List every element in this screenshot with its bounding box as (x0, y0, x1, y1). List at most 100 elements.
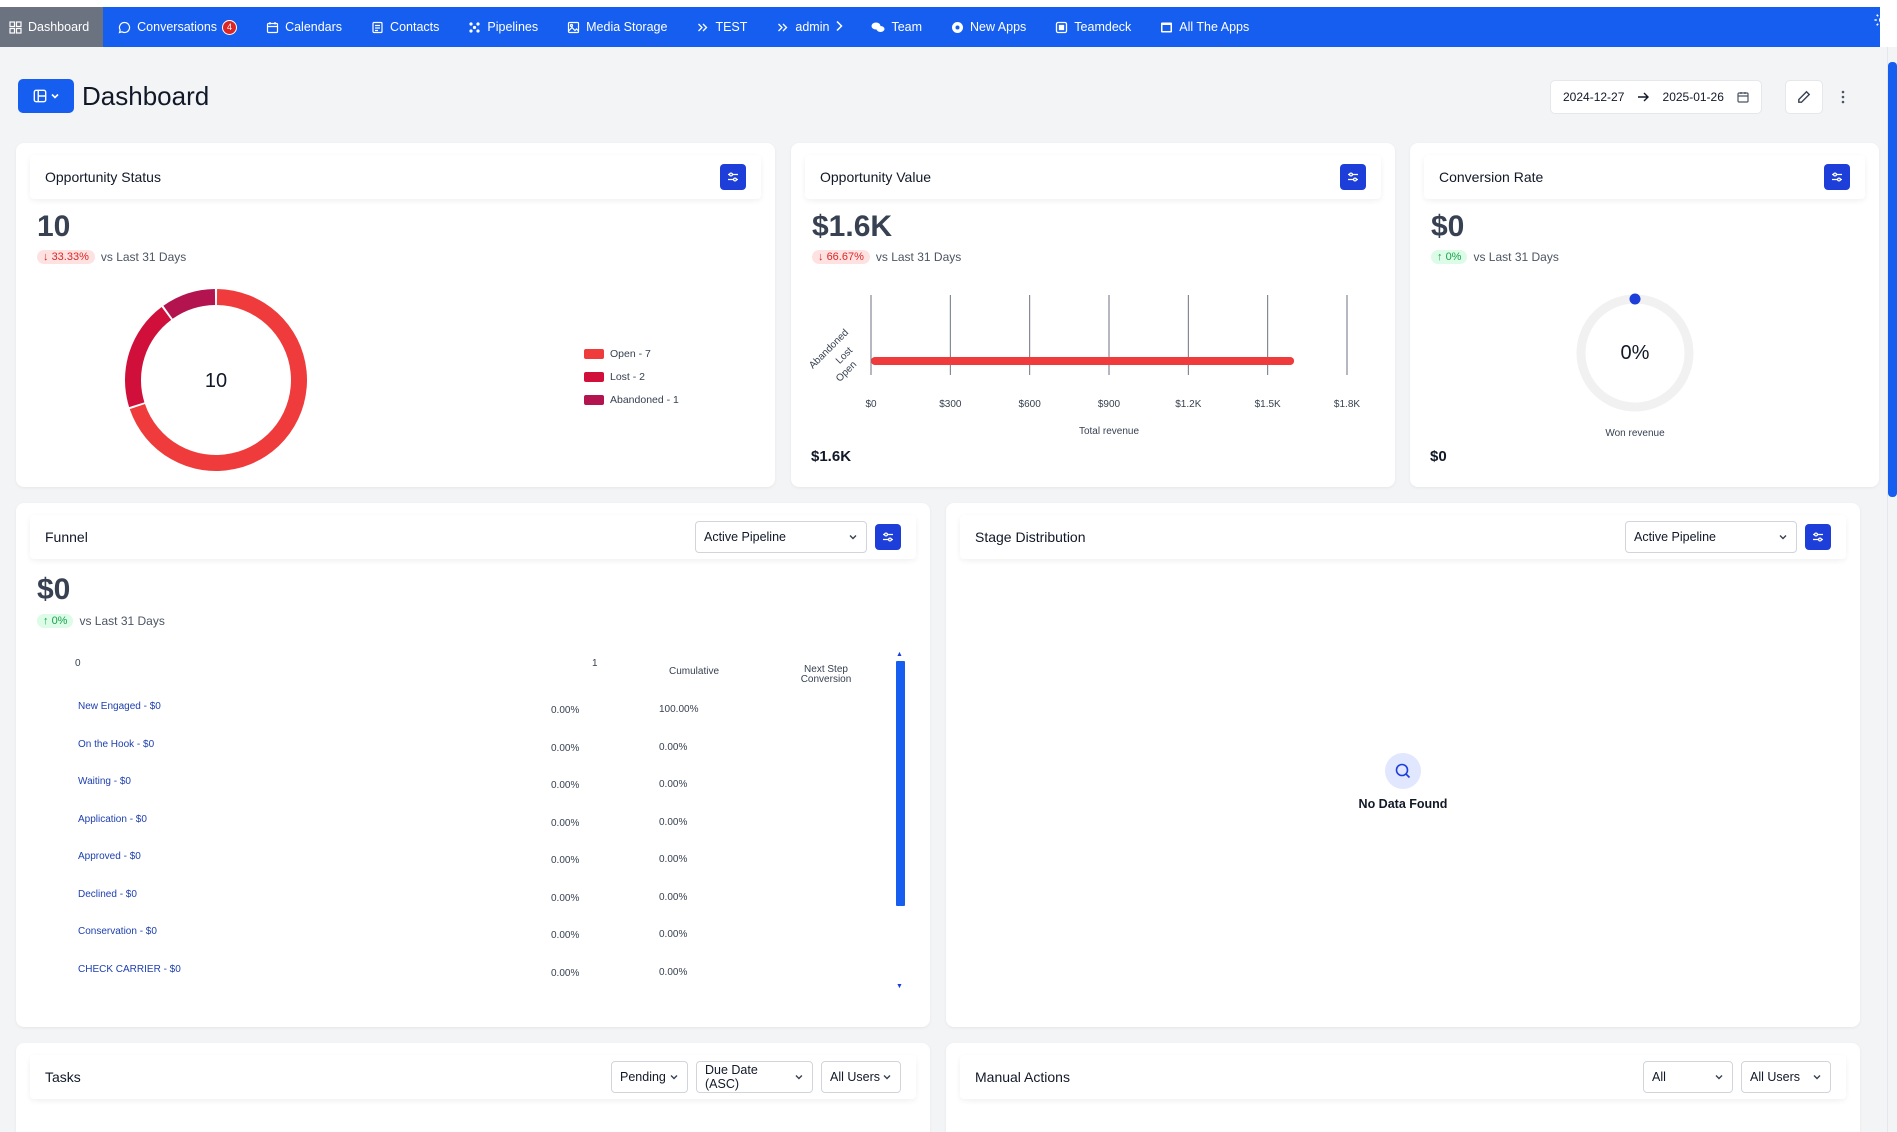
compare-label: vs Last 31 Days (875, 250, 962, 264)
gauge-caption: Won revenue (1605, 428, 1665, 439)
nav-item-calendars[interactable]: Calendars (251, 7, 356, 47)
empty-message: No Data Found (1358, 797, 1448, 811)
task-status-value: Pending (620, 1070, 666, 1084)
more-options-button[interactable] (1836, 84, 1850, 110)
delta-badge: ↓ 33.33% (37, 250, 95, 264)
legend-label: Open - 7 (610, 348, 651, 360)
pencil-icon (1798, 90, 1811, 103)
funnel-cumulative: 0.00% (551, 967, 580, 979)
axis-min: 0 (75, 658, 81, 669)
card-header: Stage Distribution Active Pipeline (960, 515, 1846, 559)
notification-badge: 4 (222, 19, 238, 35)
filter-button[interactable] (1805, 524, 1831, 550)
task-users-value: All Users (830, 1070, 881, 1084)
nav-item-contacts[interactable]: Contacts (356, 7, 453, 47)
sliders-icon (1813, 532, 1823, 542)
delta-value: 0% (1445, 251, 1462, 263)
chevron-down-icon (670, 1075, 678, 1080)
filter-button[interactable] (875, 524, 901, 550)
legend-swatch (584, 372, 604, 382)
layout-icon (33, 89, 46, 103)
chevron-down-icon (1715, 1075, 1723, 1080)
pipeline-select-value: Active Pipeline (1634, 530, 1716, 544)
delta-value: 66.67% (826, 251, 864, 263)
scroll-down-arrow[interactable]: ▼ (896, 983, 903, 990)
filter-button[interactable] (1824, 164, 1850, 190)
funnel-next-step: 0.00% (659, 966, 688, 978)
box-icon (1054, 20, 1068, 34)
pipeline-select[interactable]: Active Pipeline (1625, 521, 1797, 553)
legend-item[interactable]: Open - 7 (584, 348, 651, 360)
col-cumulative: Cumulative (669, 666, 720, 677)
task-sort-select[interactable]: Due Date (ASC) (696, 1061, 813, 1093)
funnel-scrollbar[interactable] (896, 661, 905, 906)
nav-item-dashboard[interactable]: Dashboard (0, 7, 104, 47)
funnel-stage-label[interactable]: Declined - $0 (78, 888, 137, 900)
funnel-row: Approved - $0 0.00% 0.00% (16, 851, 930, 871)
funnel-stage-label[interactable]: Application - $0 (78, 813, 147, 825)
legend-label: Lost - 2 (610, 371, 646, 383)
pipeline-select[interactable]: Active Pipeline (695, 521, 867, 553)
col-next-line1: Next Step (804, 664, 848, 675)
funnel-stage-label[interactable]: Approved - $0 (78, 851, 141, 862)
nav-item-all-the-apps[interactable]: All The Apps (1145, 7, 1263, 47)
nav-item-team[interactable]: Team (857, 7, 936, 47)
page-scrollbar[interactable] (1888, 62, 1897, 497)
funnel-next-step: 0.00% (659, 854, 688, 865)
legend-item[interactable]: Lost - 2 (584, 371, 645, 383)
nav-item-conversations[interactable]: Conversations 4 (103, 7, 251, 47)
nav-item-new-apps[interactable]: New Apps (936, 7, 1040, 47)
funnel-next-step: 0.00% (659, 816, 688, 828)
nav-item-test[interactable]: TEST (681, 7, 761, 47)
col-next-line2: Conversion (800, 674, 852, 685)
nav-item-pipelines[interactable]: Pipelines (453, 7, 552, 47)
funnel-next-step: 0.00% (659, 741, 688, 753)
donut-slice-lost[interactable] (124, 307, 172, 408)
funnel-stage-label[interactable]: Conservation - $0 (78, 926, 157, 937)
edit-dashboard-button[interactable] (1785, 80, 1823, 114)
sliders-icon (728, 172, 738, 182)
filter-button[interactable] (1340, 164, 1366, 190)
legend-item[interactable]: Abandoned - 1 (584, 394, 679, 406)
sliders-icon (883, 532, 893, 542)
funnel-row: New Engaged - $0 0.00% 100.00% (16, 701, 930, 721)
legend-label: Abandoned - 1 (610, 394, 679, 406)
gauge-label: 0% (1620, 342, 1650, 364)
task-users-select[interactable]: All Users (821, 1061, 901, 1093)
funnel-card: Funnel Active Pipeline $0 ↑ 0% vs Last 3… (16, 503, 930, 1027)
task-status-select[interactable]: Pending (611, 1061, 688, 1093)
compare-label: vs Last 31 Days (1473, 250, 1559, 264)
funnel-stage-label[interactable]: On the Hook - $0 (78, 738, 155, 750)
scroll-up-arrow[interactable]: ▲ (896, 651, 903, 658)
opportunity-status-card: Opportunity Status 10 ↓ 33.33% vs Last 3… (16, 143, 775, 487)
nav-item-label: Pipelines (487, 20, 539, 34)
axis-max: 1 (592, 658, 598, 669)
filter-button[interactable] (720, 164, 746, 190)
nav-item-media-storage[interactable]: Media Storage (552, 7, 681, 47)
funnel-stage-label[interactable]: New Engaged - $0 (78, 701, 161, 712)
action-users-select[interactable]: All Users (1741, 1061, 1831, 1093)
action-filter-select[interactable]: All (1643, 1061, 1733, 1093)
chevron-down-icon (883, 1075, 891, 1080)
nav-item-label: All The Apps (1179, 20, 1250, 34)
funnel-next-step: 0.00% (659, 929, 688, 940)
nav-item-admin[interactable]: admin (761, 7, 857, 47)
funnel-row: Waiting - $0 0.00% 0.00% (16, 776, 930, 796)
x-tick-label: $1.2K (1175, 399, 1201, 410)
nav-item-teamdeck[interactable]: Teamdeck (1040, 7, 1145, 47)
layout-switcher-button[interactable] (18, 79, 74, 113)
funnel-stage-label[interactable]: CHECK CARRIER - $0 (78, 963, 181, 975)
date-range-picker[interactable]: 2024-12-27 2025-01-26 (1550, 80, 1762, 114)
conversion-rate-card: Conversion Rate $0 ↑ 0% vs Last 31 Days … (1410, 143, 1879, 487)
image-icon (566, 20, 580, 34)
funnel-stage-label[interactable]: Waiting - $0 (78, 776, 131, 787)
card-title: Tasks (45, 1069, 81, 1085)
value-bar-open[interactable] (871, 357, 1295, 365)
donut-center-label: 10 (205, 370, 227, 392)
card-title: Opportunity Value (820, 169, 932, 185)
nav-item-label: admin (795, 20, 830, 34)
donut-slice-abandoned[interactable] (163, 289, 216, 319)
scrollbar-track (1887, 47, 1888, 1132)
sliders-icon (1348, 172, 1358, 182)
gear-icon[interactable] (1873, 11, 1891, 29)
